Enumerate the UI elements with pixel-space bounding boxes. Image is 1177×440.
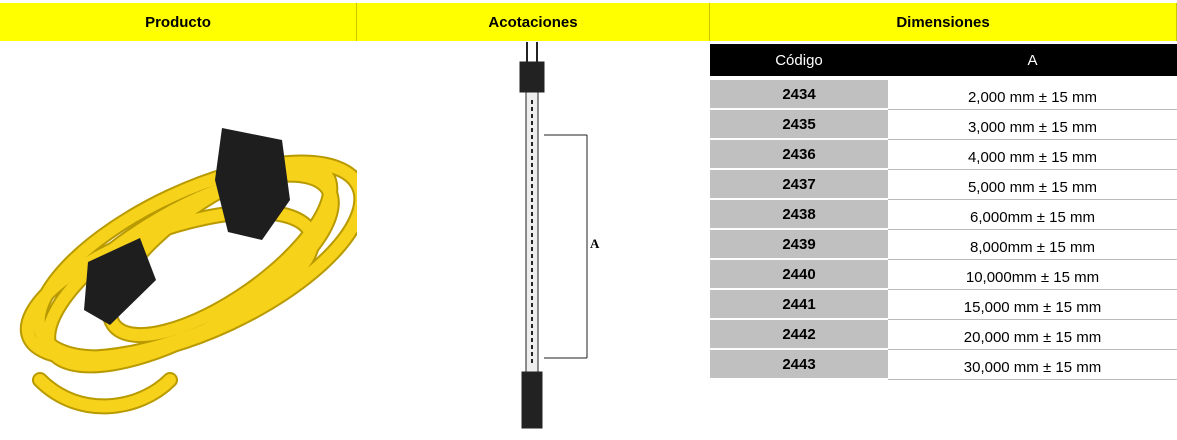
table-header: Código — [710, 44, 888, 76]
dimension-value: 6,000mm ± 15 mm — [888, 200, 1177, 230]
product-code: 2443 — [710, 350, 888, 380]
column-header: Acotaciones — [357, 3, 710, 41]
product-code: 2438 — [710, 200, 888, 230]
dimension-value: 30,000 mm ± 15 mm — [888, 350, 1177, 380]
dimension-value: 3,000 mm ± 15 mm — [888, 110, 1177, 140]
dimension-value: 10,000mm ± 15 mm — [888, 260, 1177, 290]
dimension-value: 2,000 mm ± 15 mm — [888, 80, 1177, 110]
column-header: Dimensiones — [710, 3, 1177, 41]
dimension-value: 5,000 mm ± 15 mm — [888, 170, 1177, 200]
dimension-value: 8,000mm ± 15 mm — [888, 230, 1177, 260]
product-code: 2440 — [710, 260, 888, 290]
table-header: A — [888, 44, 1177, 76]
product-code: 2435 — [710, 110, 888, 140]
product-code: 2437 — [710, 170, 888, 200]
product-code: 2442 — [710, 320, 888, 350]
dimension-value: 4,000 mm ± 15 mm — [888, 140, 1177, 170]
product-code: 2434 — [710, 80, 888, 110]
dimension-value: 15,000 mm ± 15 mm — [888, 290, 1177, 320]
dimension-value: 20,000 mm ± 15 mm — [888, 320, 1177, 350]
column-header: Producto — [0, 3, 357, 41]
product-code: 2439 — [710, 230, 888, 260]
product-code: 2441 — [710, 290, 888, 320]
product-code: 2436 — [710, 140, 888, 170]
dimension-diagram: A — [519, 42, 600, 429]
product-image — [19, 128, 357, 415]
dimension-label: A — [590, 236, 600, 251]
